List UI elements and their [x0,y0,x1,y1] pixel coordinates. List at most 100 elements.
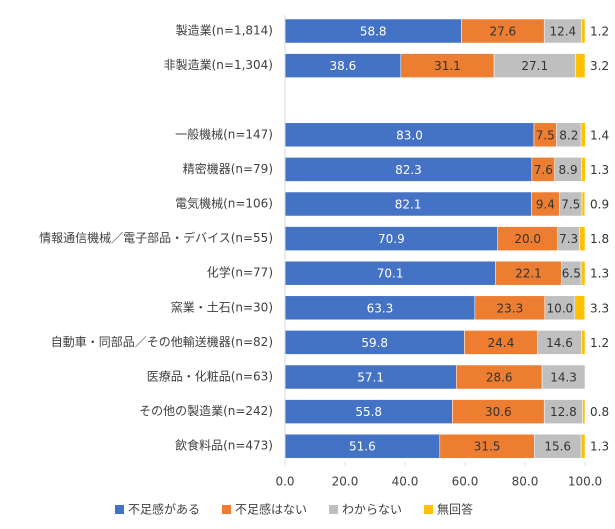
value-label: 27.1 [521,59,548,73]
value-label: 1.3 [590,440,609,454]
value-label: 1.2 [590,336,609,350]
x-tick-label: 60.0 [452,475,479,489]
legend-label: 不足感がある [128,502,200,517]
bar-segment [582,399,586,424]
bar-segment [581,330,586,355]
bar-segment [581,157,586,182]
value-label: 27.6 [489,25,516,39]
legend-label: わからない [342,503,402,517]
y-tick-label: 飲食料品(n=473) [175,438,273,453]
x-tick-label: 80.0 [512,475,539,489]
bar-segment [439,433,535,459]
value-label: 1.8 [590,232,609,246]
bar-segment [575,53,586,78]
value-label: 1.3 [590,163,609,177]
value-label: 7.3 [559,232,578,246]
value-label: 57.1 [357,371,384,385]
value-label: 82.3 [395,163,422,177]
value-label: 63.3 [367,301,394,315]
value-label: 1.2 [590,25,609,39]
y-tick-label: 自動車・同部品／その他輸送機器(n=82) [51,334,273,349]
bar-segment [580,433,586,459]
bar-segment [461,18,545,44]
bar-segment [284,18,462,44]
bar-segment [581,18,586,44]
y-tick-label: 窯業・土石(n=30) [171,299,273,314]
value-label: 15.6 [544,440,571,454]
bar-segment [456,364,543,390]
bar-segment [284,122,535,148]
bar-segment [284,364,457,390]
value-label: 0.9 [590,198,609,212]
value-label: 51.6 [349,440,376,454]
y-tick-label: 製造業(n=1,814) [176,24,273,38]
legend-swatch [329,505,339,514]
y-tick-label: 一般機械(n=147) [175,126,273,141]
value-label: 59.8 [361,336,388,350]
x-tick-label: 20.0 [332,475,359,489]
bar-segment [543,399,583,424]
value-label: 1.4 [590,128,609,142]
value-label: 58.8 [360,25,387,39]
value-label: 70.9 [378,232,405,246]
bar-segment [531,191,560,217]
value-label: 31.5 [474,440,501,454]
value-label: 6.5 [562,267,581,281]
y-tick-label: その他の製造業(n=242) [139,404,273,418]
bar-segment [284,260,496,286]
value-label: 30.6 [485,405,512,419]
value-label: 1.3 [590,267,609,281]
bar-segment [284,53,402,78]
bar-segment [541,364,586,390]
x-tick-label: 0.0 [275,475,294,489]
value-label: 82.1 [395,198,422,212]
y-tick-label: 精密機器(n=79) [183,161,273,176]
value-label: 12.4 [549,25,576,39]
x-tick-label: 40.0 [392,475,419,489]
legend-label: 無回答 [437,502,473,517]
bar-segment [452,399,545,424]
bar-segment [284,226,498,251]
legend-swatch [222,505,232,514]
value-label: 28.6 [486,371,513,385]
value-label: 12.8 [550,405,577,419]
value-label: 0.8 [590,405,609,419]
bar-segment [474,295,546,321]
value-label: 70.1 [377,267,404,281]
value-label: 3.2 [590,59,609,73]
bar-segment [400,53,495,78]
bar-segment [581,191,585,217]
value-label: 38.6 [330,59,357,73]
value-label: 31.1 [434,59,461,73]
bar-segment [579,226,586,251]
value-label: 83.0 [396,128,423,142]
bar-segment [580,260,586,286]
value-label: 14.3 [550,371,577,385]
y-tick-label: 化学(n=77) [207,265,273,280]
bar-segment [284,191,532,217]
value-label: 7.5 [536,128,555,142]
bar-segment [556,122,582,148]
y-tick-label: 医療品・化粧品(n=63) [147,370,273,384]
value-label: 8.2 [559,128,578,142]
value-label: 10.0 [546,301,573,315]
value-label: 7.5 [561,198,580,212]
bar-segment [464,330,538,355]
bar-segment [284,433,441,459]
value-label: 24.4 [488,336,515,350]
bar-segment [497,226,558,251]
bar-segment [580,122,586,148]
x-tick-label: 100.0 [568,475,602,489]
value-label: 7.6 [534,163,553,177]
value-label: 55.8 [355,405,382,419]
bar-segment [554,157,582,182]
value-label: 3.3 [590,301,609,315]
legend-swatch [424,505,434,514]
bar-segment [574,295,585,321]
bar-segment [543,18,582,44]
value-label: 23.3 [496,301,523,315]
legend-label: 不足感はない [235,502,307,517]
value-label: 9.4 [536,198,555,212]
y-tick-label: 情報通信機械／電子部品・デバイス(n=55) [39,230,273,245]
